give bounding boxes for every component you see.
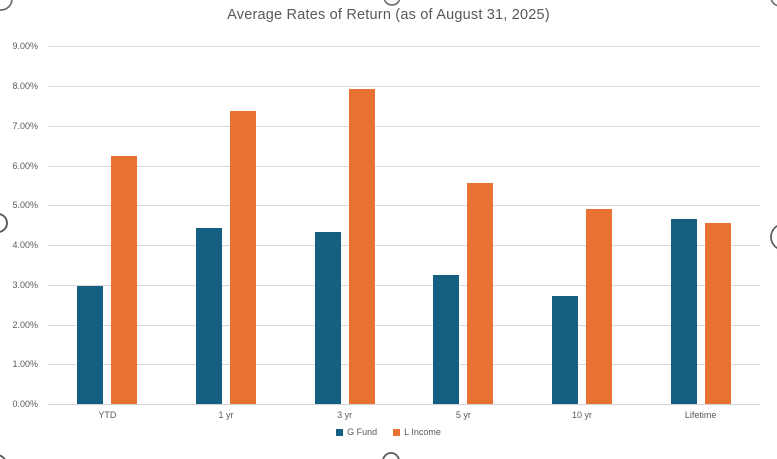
gridline: [48, 284, 760, 286]
legend-swatch-icon: [336, 428, 344, 436]
legend-swatch-icon: [393, 428, 401, 436]
legend-item-g-fund: G Fund: [336, 427, 377, 437]
gridline: [48, 364, 760, 366]
legend: G Fund L Income: [0, 427, 777, 437]
y-tick-label: 0.00%: [12, 399, 38, 409]
legend-item-l-income: L Income: [393, 427, 441, 437]
gridline: [48, 46, 760, 48]
legend-label: L Income: [404, 427, 441, 437]
gridline: [48, 165, 760, 167]
cropped-circle-left-middle: [0, 213, 8, 233]
bar-g-fund-5-yr: [433, 274, 460, 404]
y-tick-label: 4.00%: [12, 240, 38, 251]
bar-l-income-ytd: [111, 155, 138, 404]
x-axis-line: [48, 404, 760, 405]
bar-g-fund-ytd: [77, 285, 104, 404]
bar-l-income-3-yr: [348, 89, 375, 404]
cropped-circle-bottom-left: [0, 454, 6, 459]
y-tick-label: 6.00%: [12, 160, 38, 171]
bar-l-income-1-yr: [230, 111, 256, 404]
x-tick-label-5-yr: 5 yr: [455, 410, 471, 420]
cropped-circle-top-right: [770, 0, 777, 7]
y-tick-label: 8.00%: [12, 81, 38, 92]
gridline: [48, 125, 760, 127]
gridline: [48, 324, 760, 326]
x-tick-label-lifetime: Lifetime: [684, 410, 717, 420]
y-tick-label: 2.00%: [12, 319, 38, 330]
y-tick-label: 7.00%: [12, 120, 38, 131]
cropped-circle-top-center: [383, 0, 401, 6]
gridline: [48, 86, 760, 88]
y-tick-label: 3.00%: [12, 279, 38, 290]
x-tick-label-1-yr: 1 yr: [218, 410, 234, 420]
bar-g-fund-10-yr: [552, 296, 578, 404]
y-tick-label: 1.00%: [12, 359, 38, 370]
x-tick-label-3-yr: 3 yr: [337, 410, 353, 420]
bar-g-fund-lifetime: [670, 218, 697, 404]
bar-g-fund-1-yr: [196, 227, 222, 404]
gridline: [48, 245, 760, 247]
bar-l-income-5-yr: [467, 182, 494, 404]
cropped-circle-right-middle: [770, 225, 777, 249]
legend-label: G Fund: [347, 427, 378, 437]
bar-g-fund-3-yr: [314, 231, 341, 404]
y-tick-label: 9.00%: [12, 41, 38, 52]
y-tick-label: 5.00%: [12, 200, 38, 211]
bar-l-income-lifetime: [704, 222, 731, 404]
chart-title: Average Rates of Return (as of August 31…: [227, 7, 550, 23]
gridline: [48, 205, 760, 207]
x-tick-label-ytd: YTD: [98, 410, 117, 420]
bar-l-income-10-yr: [586, 209, 612, 404]
cropped-circle-bottom-center: [382, 452, 400, 459]
x-tick-label-10-yr: 10 yr: [571, 410, 592, 420]
